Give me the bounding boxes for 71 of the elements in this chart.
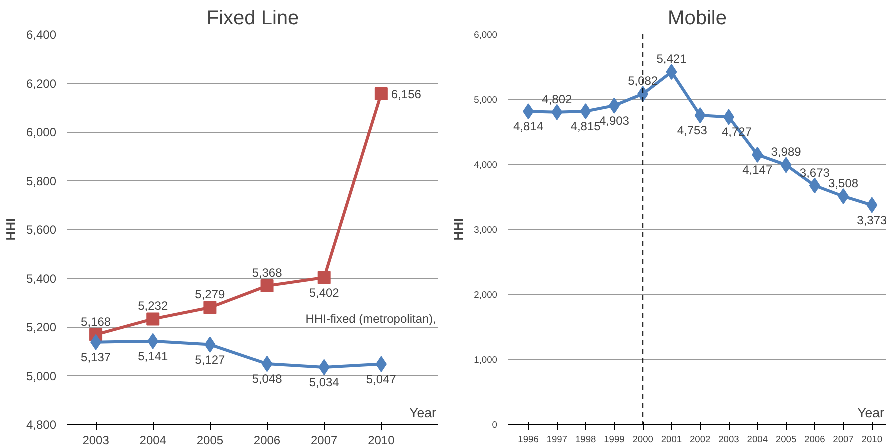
data-label: 5,082 [628, 74, 658, 88]
data-label: 4,814 [514, 120, 544, 134]
data-label: 5,127 [195, 352, 226, 367]
data-label: 5,368 [252, 266, 283, 280]
data-label: 5,402 [309, 286, 340, 300]
x-tick-label: 2003 [82, 434, 110, 447]
x-tick-label: 2004 [747, 434, 768, 444]
annotation: HHI-fixed (metropolitan), [306, 312, 437, 326]
y-tick-label: 4,800 [26, 418, 57, 432]
x-tick-label: 2010 [368, 434, 396, 447]
data-label: 6,156 [391, 87, 422, 102]
x-tick-label: 2005 [776, 434, 797, 444]
y-tick-label: 5,000 [26, 369, 57, 384]
y-tick-label: 5,800 [26, 174, 57, 188]
y-tick-label: 6,000 [26, 126, 57, 140]
y-tick-label: 6,000 [474, 30, 498, 40]
x-tick-label: 1997 [546, 434, 568, 444]
x-tick-label: 2007 [311, 434, 338, 447]
chart-title: Fixed Line [206, 8, 300, 30]
point [146, 312, 160, 326]
y-tick-label: 5,000 [474, 95, 498, 105]
data-label: 5,048 [252, 372, 283, 386]
x-axis-title: Year [410, 406, 438, 420]
x-tick-label: 2010 [862, 434, 883, 444]
x-tick-label: 2005 [196, 434, 224, 447]
y-tick-label: 5,200 [26, 320, 57, 334]
y-tick-label: 6,400 [26, 28, 57, 42]
data-label: 3,373 [857, 213, 888, 228]
x-tick-label: 2007 [833, 434, 854, 444]
point [318, 271, 331, 284]
data-label: 5,232 [138, 299, 168, 314]
data-label: 4,753 [677, 124, 708, 138]
x-tick-label: 2006 [804, 434, 826, 444]
data-label: 5,034 [309, 375, 340, 390]
x-tick-label: 1996 [518, 434, 539, 444]
data-label: 5,168 [81, 314, 112, 329]
chart-title: Mobile [668, 8, 727, 30]
data-label: 3,989 [771, 145, 802, 160]
data-label: 3,508 [828, 176, 859, 190]
data-label: 5,421 [656, 52, 688, 66]
data-label: 5,047 [366, 372, 397, 386]
x-tick-label: 2004 [140, 434, 167, 447]
data-label: 5,279 [195, 288, 226, 302]
data-label: 5,137 [81, 350, 112, 364]
y-tick-label: 5,600 [26, 223, 57, 237]
y-tick-label: 6,200 [26, 76, 57, 91]
x-tick-label: 2000 [632, 434, 654, 444]
data-label: 4,815 [570, 120, 602, 134]
y-tick-label: 4,000 [474, 160, 498, 170]
y-tick-label: 5,400 [26, 272, 57, 286]
x-tick-label: 2003 [718, 434, 740, 444]
y-axis-title: HHI [3, 218, 18, 241]
data-label: 4,903 [599, 114, 630, 128]
y-axis-title: HHI [451, 218, 466, 241]
x-axis-title: Year [858, 406, 886, 420]
y-tick-label: 2,000 [474, 290, 498, 300]
point [260, 280, 274, 293]
x-tick-label: 2002 [690, 434, 711, 444]
y-tick-label: 1,000 [474, 355, 498, 365]
data-label: 5,141 [138, 349, 168, 364]
y-tick-label: 3,000 [474, 225, 498, 235]
x-tick-label: 2001 [661, 434, 682, 444]
y-tick-label: 0 [492, 420, 498, 430]
data-label: 4,147 [742, 162, 773, 177]
x-tick-label: 2006 [254, 434, 281, 447]
data-label: 4,802 [542, 92, 573, 106]
point [374, 87, 388, 100]
x-tick-label: 1999 [604, 434, 625, 444]
data-label: 3,673 [800, 166, 830, 180]
x-tick-label: 1998 [575, 434, 596, 444]
point [204, 301, 217, 314]
